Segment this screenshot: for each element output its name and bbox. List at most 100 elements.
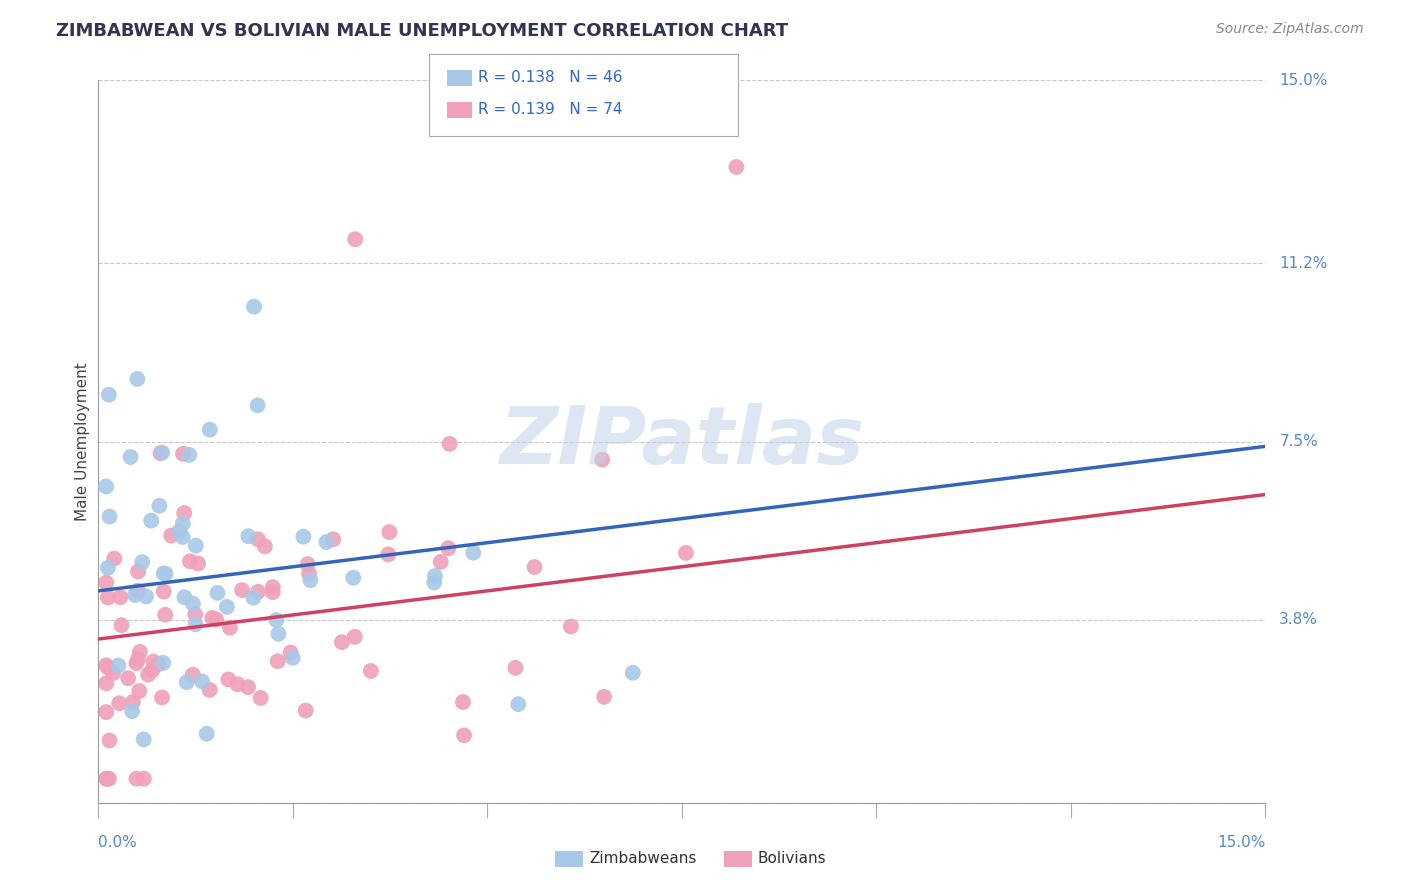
Text: Source: ZipAtlas.com: Source: ZipAtlas.com	[1216, 22, 1364, 37]
Point	[176, 675, 198, 690]
Point	[124, 588, 146, 602]
Point	[215, 599, 238, 614]
Point	[560, 619, 582, 633]
Point	[98, 733, 121, 747]
Text: Bolivians: Bolivians	[758, 851, 827, 865]
Point	[150, 690, 173, 705]
Point	[315, 535, 337, 549]
Point	[184, 607, 207, 622]
Point	[247, 584, 270, 599]
Point	[423, 575, 446, 590]
Point	[127, 583, 149, 598]
Point	[107, 658, 129, 673]
Text: 3.8%: 3.8%	[1279, 612, 1319, 627]
Text: Zimbabweans: Zimbabweans	[589, 851, 696, 865]
Point	[437, 541, 460, 556]
Point	[451, 695, 474, 709]
Point	[149, 446, 172, 460]
Point	[117, 671, 139, 685]
Point	[262, 580, 284, 594]
Point	[207, 586, 229, 600]
Point	[330, 635, 353, 649]
Point	[152, 584, 174, 599]
Point	[280, 646, 302, 660]
Point	[377, 548, 399, 562]
Point	[378, 525, 401, 540]
Point	[96, 575, 118, 590]
Point	[173, 591, 195, 605]
Point	[121, 704, 143, 718]
Point	[110, 618, 132, 632]
Point	[217, 673, 239, 687]
Point	[226, 677, 249, 691]
Point	[141, 514, 163, 528]
Point	[231, 583, 253, 598]
Point	[593, 690, 616, 704]
Text: 15.0%: 15.0%	[1279, 73, 1327, 87]
Point	[249, 690, 271, 705]
Point	[172, 530, 194, 544]
Point	[262, 585, 284, 599]
Point	[155, 566, 177, 581]
Text: ZIMBABWEAN VS BOLIVIAN MALE UNEMPLOYMENT CORRELATION CHART: ZIMBABWEAN VS BOLIVIAN MALE UNEMPLOYMENT…	[56, 22, 789, 40]
Point	[219, 621, 242, 635]
Point	[184, 539, 207, 553]
Point	[267, 654, 290, 668]
Point	[181, 667, 204, 681]
Point	[242, 591, 264, 605]
Point	[294, 704, 316, 718]
Point	[591, 452, 613, 467]
Point	[127, 372, 149, 386]
Point	[508, 697, 530, 711]
Point	[103, 551, 125, 566]
Point	[187, 557, 209, 571]
Point	[621, 665, 644, 680]
Point	[505, 661, 527, 675]
Point	[266, 613, 288, 627]
Point	[172, 516, 194, 531]
Text: ZIPatlas: ZIPatlas	[499, 402, 865, 481]
Point	[179, 554, 201, 568]
Point	[173, 506, 195, 520]
Y-axis label: Male Unemployment: Male Unemployment	[75, 362, 90, 521]
Point	[343, 630, 366, 644]
Point	[246, 398, 269, 412]
Point	[184, 617, 207, 632]
Point	[322, 533, 344, 547]
Text: 11.2%: 11.2%	[1279, 256, 1327, 271]
Point	[675, 546, 697, 560]
Point	[125, 772, 148, 786]
Point	[297, 557, 319, 571]
Point	[128, 645, 150, 659]
Text: 15.0%: 15.0%	[1218, 835, 1265, 850]
Point	[97, 561, 120, 575]
Point	[198, 423, 221, 437]
Point	[96, 676, 118, 690]
Point	[463, 546, 485, 560]
Point	[453, 728, 475, 742]
Point	[267, 627, 290, 641]
Point	[131, 555, 153, 569]
Point	[135, 590, 157, 604]
Point	[152, 656, 174, 670]
Point	[96, 705, 118, 719]
Point	[298, 566, 321, 581]
Point	[98, 509, 121, 524]
Point	[142, 655, 165, 669]
Point	[148, 657, 170, 672]
Point	[98, 772, 121, 786]
Point	[96, 658, 118, 673]
Point	[132, 732, 155, 747]
Point	[725, 160, 748, 174]
Point	[179, 448, 201, 462]
Point	[236, 680, 259, 694]
Point	[201, 611, 224, 625]
Point	[195, 727, 218, 741]
Point	[172, 447, 194, 461]
Point	[243, 300, 266, 314]
Point	[246, 533, 269, 547]
Point	[132, 772, 155, 786]
Point	[101, 666, 124, 681]
Point	[96, 479, 118, 493]
Text: 0.0%: 0.0%	[98, 835, 138, 850]
